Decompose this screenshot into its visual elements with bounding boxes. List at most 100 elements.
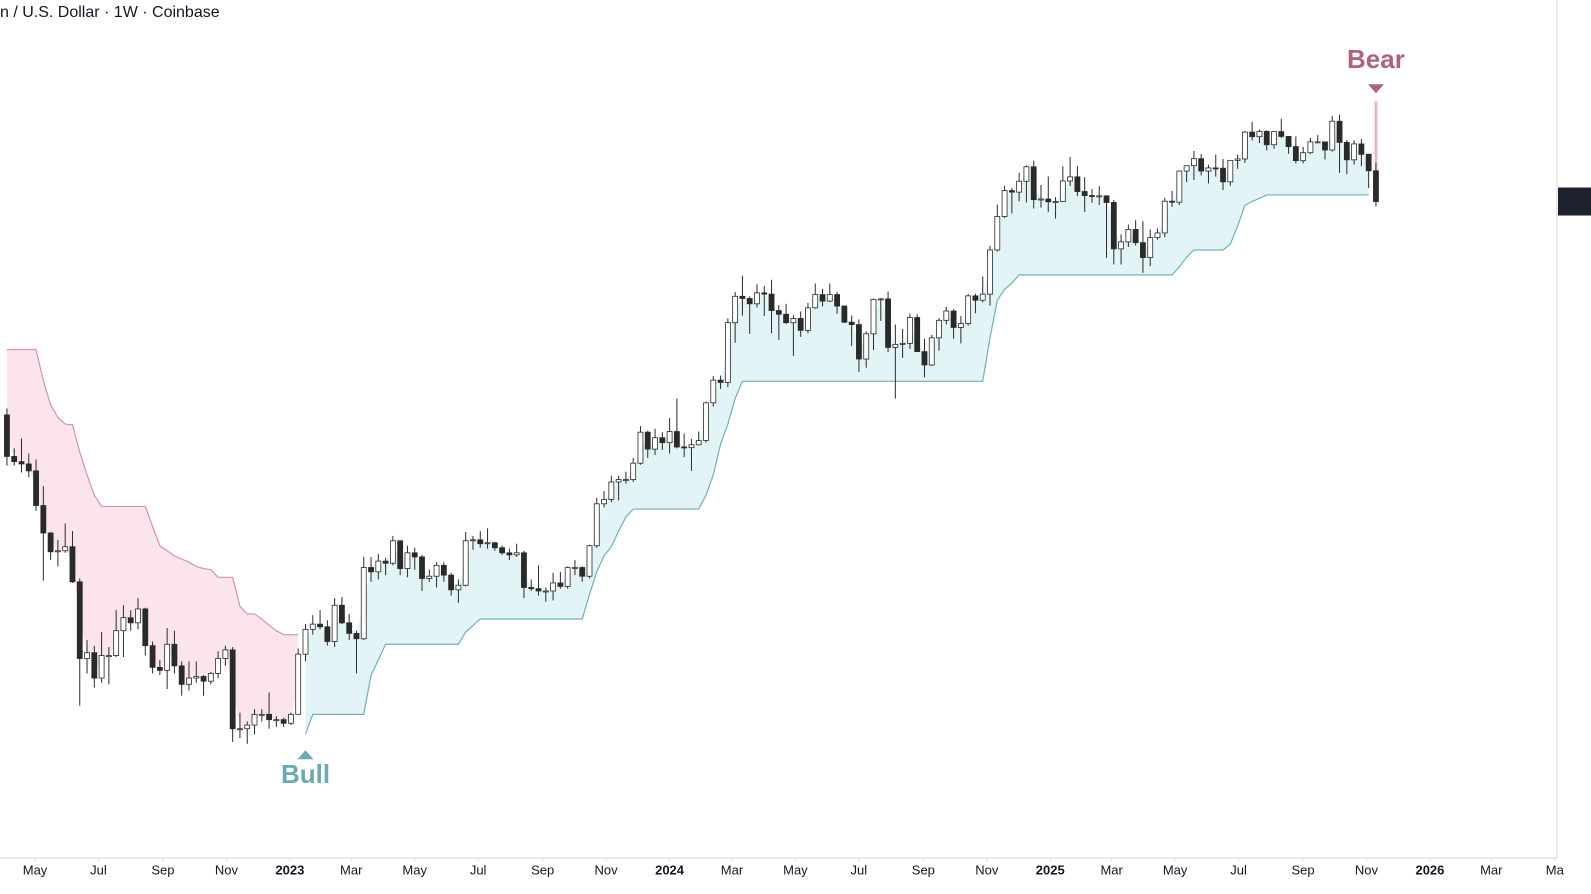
candle-body (972, 295, 979, 301)
candle-body (615, 479, 622, 483)
candle-body (11, 456, 18, 463)
candle-body (1038, 198, 1044, 201)
candle-body (382, 560, 389, 564)
candle-body (907, 317, 913, 344)
candle-body (62, 546, 69, 552)
candle-body (936, 319, 942, 339)
candle-body (360, 567, 367, 640)
x-tick-label: Mar (340, 862, 363, 877)
candle-body (775, 310, 782, 315)
candle-body (564, 567, 571, 587)
candle-body (1045, 198, 1052, 203)
candle-body (848, 321, 855, 325)
x-tick-label: Jul (470, 862, 487, 877)
candle-body (695, 440, 702, 446)
candle-body (309, 623, 316, 630)
candle-body (4, 414, 10, 457)
candle-body (164, 643, 171, 671)
candle-body (1220, 167, 1226, 183)
x-tick-label: 2023 (275, 862, 304, 877)
candle-body (928, 337, 935, 366)
candle-body (644, 431, 651, 450)
candle-body (1271, 131, 1277, 146)
trend-fill (305, 131, 1369, 735)
candle-body (25, 463, 32, 472)
candle-body (200, 676, 207, 682)
candle-body (826, 294, 833, 302)
candle-body (375, 560, 382, 573)
candle-body (834, 294, 840, 307)
candle-body (484, 542, 491, 545)
candle-body (688, 444, 695, 449)
candle-body (419, 556, 425, 579)
candle-body (877, 298, 884, 301)
candle-body (812, 294, 819, 309)
candle-body (1023, 166, 1030, 182)
candle-body (1256, 130, 1263, 138)
candle-body (754, 292, 760, 305)
candle-body (1314, 141, 1321, 144)
last-price-marker (1558, 187, 1591, 216)
candle-body (943, 310, 950, 321)
candle-body (1336, 120, 1343, 143)
candle-body (1140, 242, 1146, 258)
candle-body (1241, 131, 1248, 160)
signal-arrow (1367, 84, 1384, 94)
candle-body (1212, 167, 1219, 170)
candle-body (717, 379, 724, 383)
candle-body (746, 298, 753, 305)
candle-body (666, 431, 673, 444)
candle-body (55, 550, 61, 553)
candle-body (1059, 180, 1066, 202)
candle-body (550, 582, 556, 592)
candle-body (513, 552, 520, 556)
candle-body (710, 379, 717, 404)
candle-body (215, 658, 222, 674)
candle-body (1300, 152, 1307, 162)
candle-body (1365, 153, 1372, 172)
candle-body (1263, 130, 1270, 146)
candle-body (1322, 141, 1328, 151)
candle-body (885, 298, 891, 348)
price-axis (1557, 0, 1591, 894)
candle-body (1074, 176, 1081, 192)
candle-body (506, 552, 513, 556)
x-tick-label: Mar (721, 862, 744, 877)
candle-body (724, 322, 731, 383)
candle-body (47, 532, 54, 553)
x-tick-label: Nov (1355, 862, 1379, 877)
candle-body (783, 313, 790, 324)
x-tick-label: 2025 (1036, 862, 1065, 877)
candle-body (142, 608, 149, 647)
candle-body (768, 293, 775, 311)
candle-body (470, 539, 476, 542)
candle-body (1161, 200, 1168, 234)
candle-body (841, 305, 848, 323)
candle-body (1343, 141, 1350, 161)
trend-line (6, 348, 299, 636)
candle-body (1125, 229, 1132, 243)
candle-body (207, 673, 214, 682)
candle-body (1067, 176, 1074, 182)
candle-body (892, 343, 899, 348)
candle-body (1118, 241, 1124, 250)
candle-body (1191, 158, 1197, 167)
candle-body (1132, 229, 1139, 244)
candle-body (1001, 190, 1008, 217)
candle-body (397, 540, 404, 569)
candle-body (1154, 232, 1161, 238)
candle-body (637, 431, 644, 464)
candle-body (288, 713, 294, 724)
candle-body (1081, 191, 1088, 196)
candle-body (593, 503, 600, 547)
candle-body (1278, 131, 1285, 137)
candle-body (295, 653, 302, 715)
x-tick-label: May (1163, 862, 1188, 877)
x-tick-label: May (23, 862, 48, 877)
candle-body (346, 622, 353, 634)
candle-body (790, 318, 797, 324)
candle-body (950, 310, 957, 328)
candle-body (739, 295, 746, 299)
candle-body (98, 655, 105, 679)
